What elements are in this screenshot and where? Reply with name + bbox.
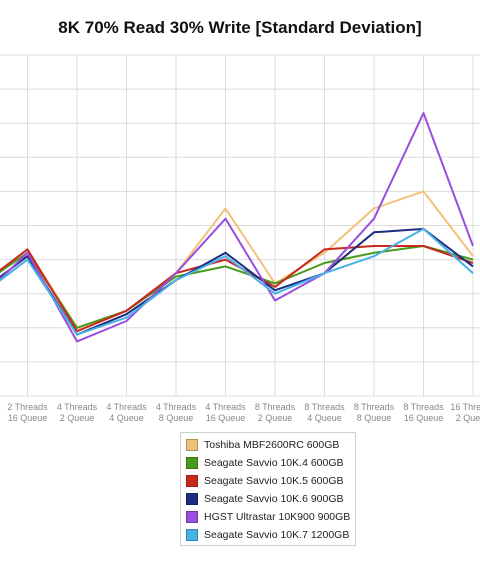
x-tick-label: 4 Threads 8 Queue (156, 402, 197, 423)
chart-title: 8K 70% Read 30% Write [Standard Deviatio… (58, 18, 422, 37)
legend-label: Seagate Savvio 10K.6 900GB (204, 493, 344, 505)
x-tick-label: 8 Threads 4 Queue (304, 402, 345, 423)
series-line (0, 112, 474, 343)
x-tick-label: 8 Threads 2 Queue (255, 402, 296, 423)
legend-label: Seagate Savvio 10K.7 1200GB (204, 529, 350, 541)
grid-lines (0, 54, 480, 397)
series-lines (0, 112, 474, 343)
legend-label: Toshiba MBF2600RC 600GB (204, 439, 340, 451)
x-tick-label: 2 Threads 16 Queue (7, 402, 48, 423)
series-line (0, 245, 474, 329)
legend-item: Seagate Savvio 10K.7 1200GB (186, 526, 355, 544)
legend-label: Seagate Savvio 10K.4 600GB (204, 457, 344, 469)
legend-swatch (186, 439, 198, 451)
legend-item: Seagate Savvio 10K.6 900GB (186, 490, 355, 508)
legend-swatch (186, 529, 198, 541)
x-tick-label: 4 Threads 2 Queue (57, 402, 98, 423)
series-line (0, 227, 474, 336)
legend-swatch (186, 475, 198, 487)
legend-label: Seagate Savvio 10K.5 600GB (204, 475, 344, 487)
legend-item: HGST Ultrastar 10K900 900GB (186, 508, 355, 526)
legend-label: HGST Ultrastar 10K900 900GB (204, 511, 351, 523)
legend-item: Seagate Savvio 10K.5 600GB (186, 472, 355, 490)
x-tick-label: 4 Threads 4 Queue (106, 402, 147, 423)
legend-item: Seagate Savvio 10K.4 600GB (186, 454, 355, 472)
legend-swatch (186, 457, 198, 469)
x-tick-label: 8 Threads 16 Queue (403, 402, 444, 423)
legend-swatch (186, 511, 198, 523)
legend-swatch (186, 493, 198, 505)
legend-item: Toshiba MBF2600RC 600GB (186, 436, 355, 454)
legend: Toshiba MBF2600RC 600GB Seagate Savvio 10… (180, 432, 356, 546)
x-tick-label: 8 Threads 8 Queue (354, 402, 395, 423)
x-tick-label: 4 Threads 16 Queue (205, 402, 246, 423)
